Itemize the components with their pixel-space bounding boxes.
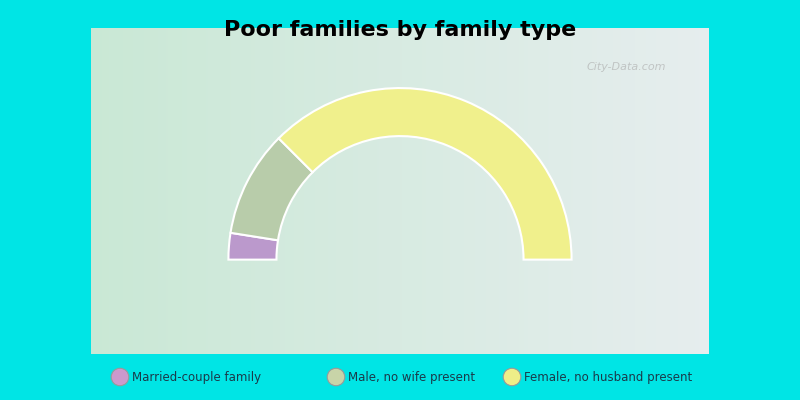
Wedge shape — [230, 138, 313, 240]
Text: City-Data.com: City-Data.com — [586, 62, 666, 72]
Ellipse shape — [327, 368, 345, 386]
Text: Male, no wife present: Male, no wife present — [348, 370, 475, 384]
Wedge shape — [278, 88, 571, 260]
Wedge shape — [229, 233, 278, 260]
Text: Female, no husband present: Female, no husband present — [524, 370, 692, 384]
Text: Married-couple family: Married-couple family — [132, 370, 261, 384]
Text: Poor families by family type: Poor families by family type — [224, 20, 576, 40]
Ellipse shape — [503, 368, 521, 386]
Ellipse shape — [111, 368, 129, 386]
